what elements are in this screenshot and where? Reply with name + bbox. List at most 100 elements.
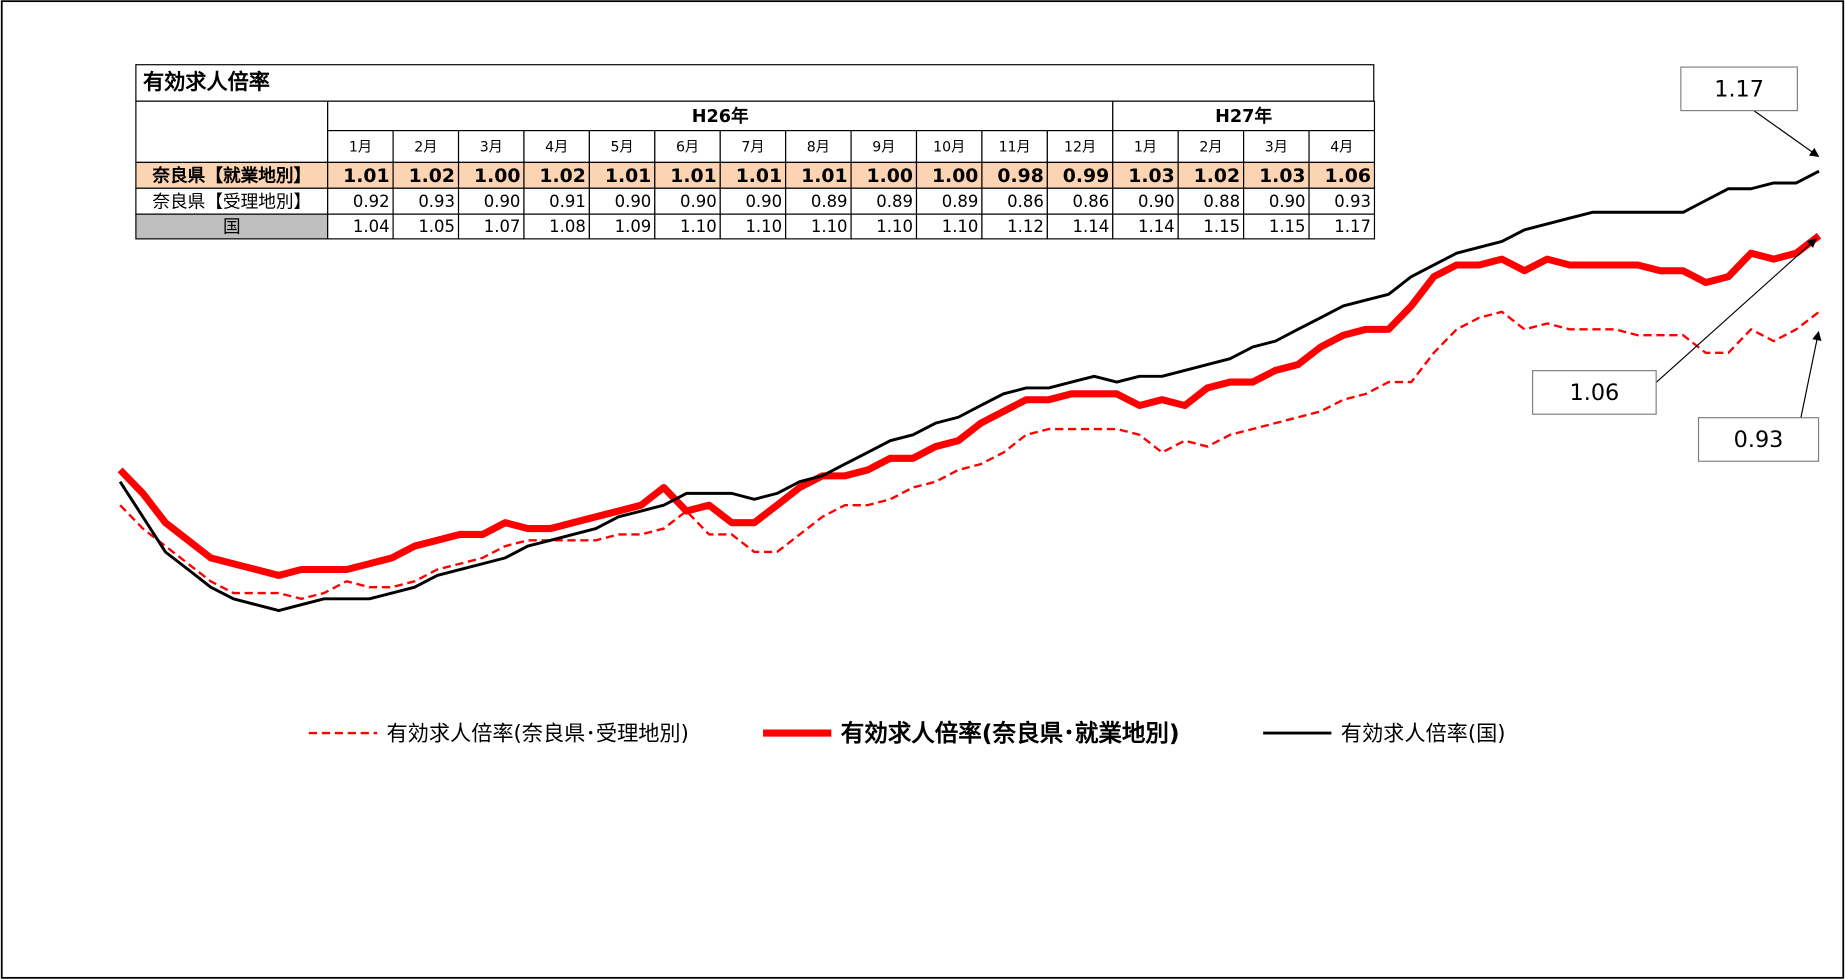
value-cell [1112,213,1179,240]
value-cell [1243,161,1310,189]
month-cell [915,130,983,163]
series-line [119,310,1820,600]
month-label: 2月 [1199,140,1222,156]
table-value: 1.17 [1334,217,1371,236]
table-value: 1.04 [353,217,390,236]
table-value: 1.01 [670,166,716,187]
table-value: 0.90 [615,192,652,211]
legend: 有効求人倍率(奈良県･受理地別) 有効求人倍率(奈良県･就業地別) 有効求人倍率(国… [308,719,1506,747]
table-value: 1.10 [745,217,782,236]
table-value: 1.09 [615,217,652,236]
month-label: 2月 [414,140,437,156]
month-cell [588,130,656,163]
value-cell [1177,213,1245,240]
value-cell [457,213,525,240]
table-value: 0.92 [353,192,390,211]
annotation-box [1680,66,1798,112]
annotation-arrow [1655,238,1817,383]
annotation-label: 1.17 [1714,77,1764,103]
summary-table: 有効求人倍率 H26年 1月 2月 3月 4月 5月 6月 7月 8月 9月 10月 11月 12月 H27… [135,64,1376,240]
table-value: 1.01 [801,166,847,187]
year-label: H26年 [692,105,749,127]
table-value: 0.86 [1007,192,1044,211]
month-label: 3月 [1265,140,1288,156]
value-cell [327,187,394,215]
value-cell [588,213,656,240]
table-value: 0.90 [1138,192,1175,211]
table-value: 1.00 [932,166,978,187]
value-cell [1243,213,1310,240]
table-value: 1.03 [1259,166,1305,187]
year-label: H27年 [1215,105,1272,127]
lines [117,169,1822,613]
table-value: 0.90 [1269,192,1306,211]
table-value: 1.00 [867,166,913,187]
table-value: 0.89 [811,192,848,211]
row-label-cell [135,161,329,189]
row-label: 奈良県【就業地別】 [151,165,311,187]
value-cell [981,161,1048,189]
table-value: 1.10 [680,217,717,236]
table-value: 0.99 [1063,166,1109,187]
value-cell [850,187,918,215]
table-title: 有効求人倍率 [143,69,270,94]
value-cell [654,213,721,240]
table-value: 1.05 [418,217,455,236]
table-value: 0.90 [745,192,782,211]
table-value: 1.10 [876,217,913,236]
table-value: 0.89 [942,192,979,211]
table-value: 0.89 [876,192,913,211]
month-label: 8月 [807,140,830,156]
table-value: 1.07 [484,217,521,236]
legend-label: 有効求人倍率(奈良県･受理地別) [387,720,689,745]
table-value: 1.02 [539,166,585,187]
value-cell [850,213,918,240]
month-label: 11月 [999,140,1031,156]
table-value: 1.03 [1128,166,1174,187]
table-value: 1.15 [1269,217,1306,236]
month-label: 4月 [545,140,568,156]
table-value: 1.14 [1073,217,1110,236]
value-cell [392,213,460,240]
legend-label: 有効求人倍率(国) [1341,720,1506,745]
series-line [118,169,1820,613]
legend-label: 有効求人倍率(奈良県･就業地別) [841,719,1180,747]
annotations: 1.17 1.06 0.93 [1532,66,1822,462]
value-cell [981,213,1048,240]
table-value: 0.90 [484,192,521,211]
row-label: 奈良県【受理地別】 [152,191,311,212]
table-value: 0.93 [418,192,455,211]
value-cell [654,187,721,215]
value-cell [785,213,852,240]
month-cell [1177,130,1245,163]
table-corner-cell [135,100,329,163]
month-label: 12月 [1064,140,1096,156]
month-label: 3月 [480,140,503,156]
table-value: 0.86 [1073,192,1110,211]
month-label: 4月 [1330,140,1353,156]
table-value: 1.01 [343,166,389,187]
value-cell [1112,187,1179,215]
month-cell [1243,130,1310,163]
table-value: 1.08 [549,217,586,236]
table-value: 1.02 [1194,166,1240,187]
series-line [117,232,1822,579]
month-cell [327,130,394,163]
row-label: 国 [223,218,241,238]
month-label: 1月 [349,140,372,156]
table-value: 1.00 [474,166,520,187]
month-cell [392,130,460,163]
table-value: 0.88 [1203,192,1240,211]
year-cell [1112,100,1376,132]
table-value: 0.91 [549,192,586,211]
value-cell [457,187,525,215]
annotation-arrow [1753,110,1820,158]
annotation-label: 1.06 [1570,380,1620,406]
month-cell [1046,130,1114,163]
month-label: 10月 [933,140,965,156]
annotation-box [1697,417,1820,462]
value-cell [1308,187,1376,215]
annotation-box [1532,370,1657,415]
table-value: 1.10 [942,217,979,236]
